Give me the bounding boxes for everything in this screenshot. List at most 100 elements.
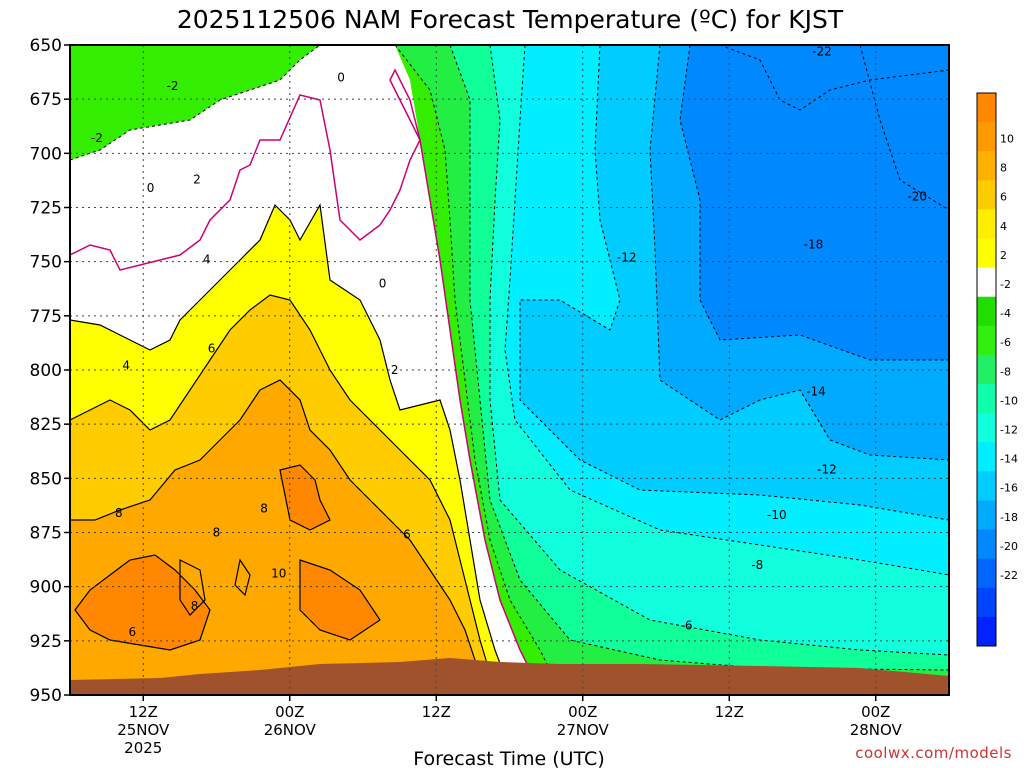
y-tick-label: 900 [30,578,62,598]
x-tick-label: 00Z [275,703,304,721]
x-tick-label: 12Z [129,703,158,721]
contour-label: 0 [147,181,155,195]
freezing-contour [70,68,541,691]
colorbar-swatch [977,529,996,560]
colorbar-tick-label: -22 [1000,569,1018,582]
colorbar-swatch [977,93,996,123]
colorbar-swatch [977,616,996,647]
warm-contours [70,203,511,691]
x-tick-label: 00Z [568,703,597,721]
colorbar-swatch [977,354,996,385]
contour-label: -2 [167,79,179,93]
colorbar-swatch [977,442,996,472]
contour-label: 0 [337,71,345,85]
contour-label: -8 [751,558,763,572]
x-tick-date: 26NOV [264,721,317,739]
contour-label: 4 [203,253,211,267]
colorbar-swatch [977,471,996,501]
colorbar-tick-label: 6 [1000,191,1007,204]
zone-fill-p10 [75,555,210,650]
colorbar-tick-label: 10 [1000,132,1014,145]
contour-label: -20 [907,190,927,204]
colorbar-tick-label: -2 [1000,278,1011,291]
y-tick-label: 875 [30,524,62,544]
y-tick-label: 800 [30,361,62,381]
colorbar-swatch [977,384,996,414]
x-tick-date: 27NOV [557,721,610,739]
x-axis-label: Forecast Time (UTC) [413,748,604,768]
contour-label: -14 [806,385,826,399]
contour-labels: 0 -2 -2 -22 0 2 4 0 -12 -18 -20 6 4 2 -14 -12 8 8 8 6 -10 10 -… [91,45,927,640]
contour-label: 6 [128,625,136,639]
contour-label: -18 [804,237,824,251]
colorbar-tick-label: 2 [1000,249,1007,262]
colorbar-tick-label: -18 [1000,511,1018,524]
colorbar-tick-label: -14 [1000,453,1018,466]
colorbar-swatch [977,296,996,327]
grid-lines [70,45,949,695]
colorbar-swatch [977,151,996,181]
contour-label: -12 [617,250,637,264]
contour-label: 6 [208,341,216,355]
contour-label: 0 [379,276,387,290]
contour-label: -10 [767,508,787,522]
x-tick-date: 25NOV [117,721,170,739]
contour-label: -12 [817,463,837,477]
contour-label: 8 [115,506,123,520]
colorbar-swatch [977,122,996,152]
colorbar-swatch [977,325,996,356]
colorbar-tick-label: -8 [1000,365,1011,378]
colorbar-tick-label: -10 [1000,394,1018,407]
colorbar-tick-label: -16 [1000,482,1018,495]
y-tick-label: 950 [30,686,62,706]
contour-label: -2 [91,131,103,145]
colorbar-swatch [977,587,996,618]
colorbar-frame [976,92,997,647]
credit-text: coolwx.com/models [855,744,1012,762]
contour-label: 8 [191,599,199,613]
x-tick-label: 00Z [861,703,890,721]
y-tick-label: 675 [30,90,62,110]
contour-label: 8 [260,502,268,516]
colorbar-tick-label: -4 [1000,307,1011,320]
y-tick-label: 825 [30,415,62,435]
colorbar-swatch [977,209,996,240]
colorbar-swatch [977,558,996,589]
y-tick-label: 750 [30,253,62,273]
contour-label: 4 [122,359,130,373]
terrain-fill [70,658,949,695]
colorbar-swatch [977,267,996,298]
colorbar-swatch [977,238,996,269]
colorbar-tick-label: -20 [1000,540,1018,553]
zone-fill-p10c [300,560,380,640]
contour-label: 8 [213,526,221,540]
contour-label: 10 [271,567,286,581]
contour-label: 2 [193,172,201,186]
colorbar-tick-label: 8 [1000,162,1007,175]
x-tick-year: 2025 [124,739,162,757]
cold-contours [70,45,949,691]
colorbar-tick-label: -12 [1000,424,1018,437]
colorbar-swatch [977,500,996,531]
colorbar-swatch [977,180,996,210]
y-tick-label: 700 [30,144,62,164]
x-tick-label: 12Z [422,703,451,721]
y-tick-label: 725 [30,199,62,219]
y-tick-label: 650 [30,36,62,56]
contour-label: -6 [681,619,693,633]
colorbar: 10 8 6 4 2 -2 -4 -6 -8 -10 -12 -14 -16 -18 -20 -22 [976,92,1018,647]
colorbar-swatch [977,413,996,443]
x-tick-date: 28NOV [850,721,903,739]
y-tick-label: 775 [30,307,62,327]
x-tick-label: 12Z [715,703,744,721]
contour-label: 2 [391,363,399,377]
y-axis: 650 675 700 725 750 775 800 825 850 875 900 925 950 [30,36,70,706]
y-tick-label: 925 [30,632,62,652]
contour-label: 6 [403,528,411,542]
chart-title: 2025112506 NAM Forecast Temperature (ºC)… [177,5,844,34]
colorbar-tick-label: 4 [1000,220,1007,233]
colorbar-tick-label: -6 [1000,336,1011,349]
contour-label: -22 [812,45,832,59]
